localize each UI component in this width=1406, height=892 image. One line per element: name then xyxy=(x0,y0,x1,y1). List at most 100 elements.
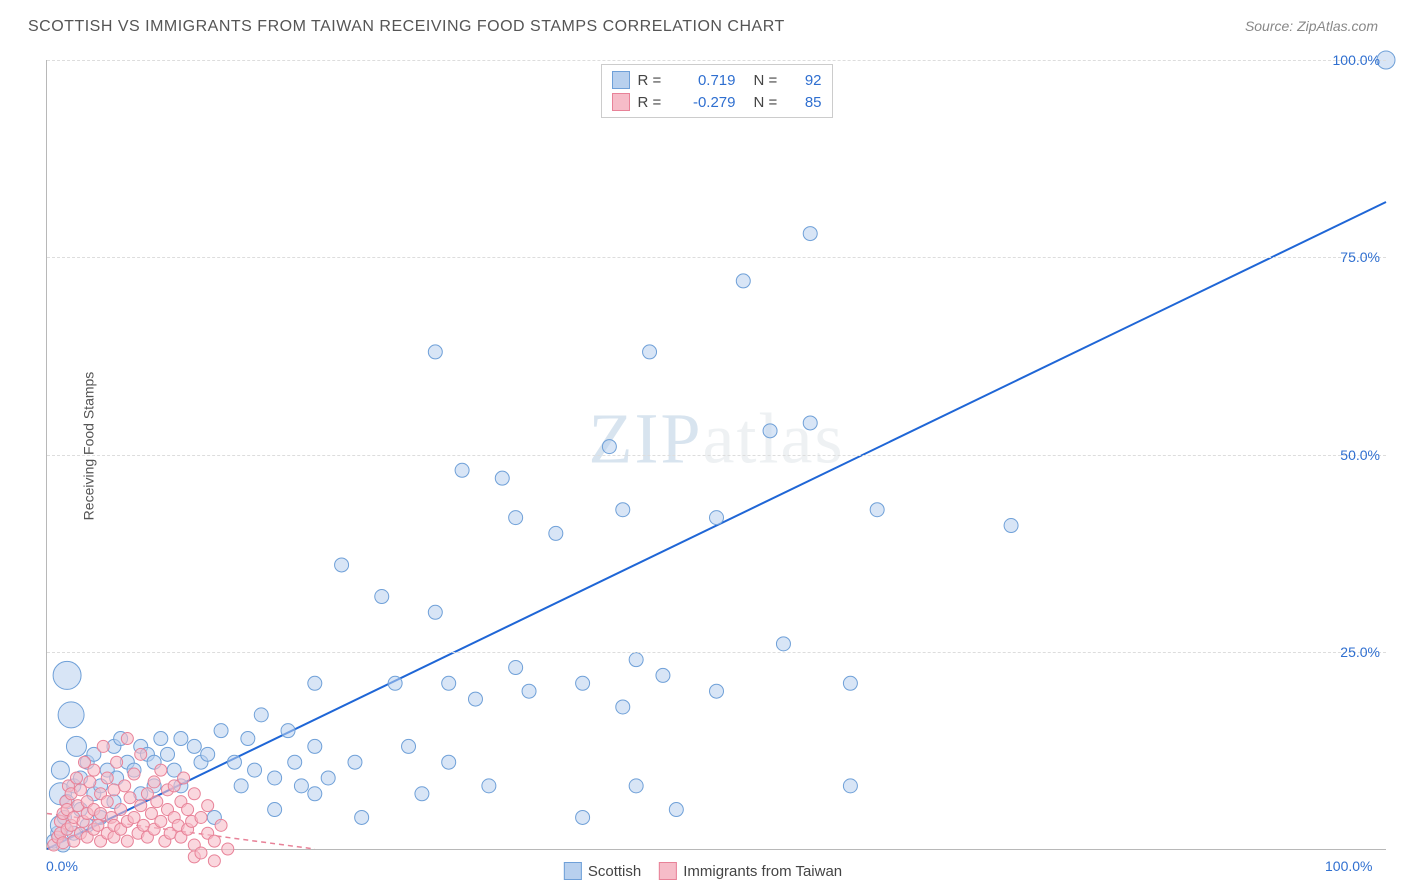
data-point xyxy=(195,847,207,859)
data-point xyxy=(215,819,227,831)
data-point xyxy=(522,684,536,698)
data-point xyxy=(442,755,456,769)
data-point xyxy=(308,787,322,801)
data-point xyxy=(248,763,262,777)
chart-area: ZIPatlas R =0.719N =92R =-0.279N =85 25.… xyxy=(46,60,1386,850)
data-point xyxy=(710,684,724,698)
data-point xyxy=(155,815,167,827)
legend-n-label: N = xyxy=(754,94,784,111)
data-point xyxy=(161,747,175,761)
data-point xyxy=(710,511,724,525)
data-point xyxy=(482,779,496,793)
data-point xyxy=(468,692,482,706)
data-point xyxy=(121,835,133,847)
data-point xyxy=(415,787,429,801)
data-point xyxy=(58,702,84,728)
data-point xyxy=(155,764,167,776)
data-point xyxy=(151,796,163,808)
gridline xyxy=(47,455,1386,456)
data-point xyxy=(201,747,215,761)
y-tick-label: 100.0% xyxy=(1333,52,1380,68)
legend-r-label: R = xyxy=(638,94,668,111)
data-point xyxy=(227,755,241,769)
data-point xyxy=(208,855,220,867)
data-point xyxy=(241,732,255,746)
data-point xyxy=(84,776,96,788)
correlation-legend: R =0.719N =92R =-0.279N =85 xyxy=(601,64,833,118)
data-point xyxy=(442,676,456,690)
legend-r-label: R = xyxy=(638,72,668,89)
data-point xyxy=(355,810,369,824)
data-point xyxy=(656,668,670,682)
y-tick-label: 25.0% xyxy=(1340,644,1380,660)
gridline xyxy=(47,60,1386,61)
data-point xyxy=(214,724,228,738)
data-point xyxy=(576,676,590,690)
data-point xyxy=(135,748,147,760)
data-point xyxy=(335,558,349,572)
data-point xyxy=(57,837,69,849)
data-point xyxy=(294,779,308,793)
legend-item: Immigrants from Taiwan xyxy=(659,862,842,880)
data-point xyxy=(178,772,190,784)
data-point xyxy=(115,804,127,816)
data-point xyxy=(66,736,86,756)
data-point xyxy=(288,755,302,769)
data-point xyxy=(402,739,416,753)
chart-title: SCOTTISH VS IMMIGRANTS FROM TAIWAN RECEI… xyxy=(28,18,785,36)
data-point xyxy=(616,700,630,714)
data-point xyxy=(843,779,857,793)
data-point xyxy=(321,771,335,785)
data-point xyxy=(509,661,523,675)
data-point xyxy=(174,732,188,746)
data-point xyxy=(428,345,442,359)
data-point xyxy=(208,835,220,847)
data-point xyxy=(187,739,201,753)
data-point xyxy=(121,733,133,745)
data-point xyxy=(1004,519,1018,533)
data-point xyxy=(576,810,590,824)
data-point xyxy=(154,732,168,746)
data-point xyxy=(375,590,389,604)
data-point xyxy=(308,676,322,690)
data-point xyxy=(53,661,81,689)
legend-label: Scottish xyxy=(588,863,641,880)
data-point xyxy=(509,511,523,525)
data-point xyxy=(643,345,657,359)
data-point xyxy=(222,843,234,855)
legend-r-value: 0.719 xyxy=(676,72,736,89)
header: SCOTTISH VS IMMIGRANTS FROM TAIWAN RECEI… xyxy=(0,0,1406,44)
legend-row: R =0.719N =92 xyxy=(612,69,822,91)
legend-swatch xyxy=(564,862,582,880)
gridline xyxy=(47,257,1386,258)
data-point xyxy=(124,792,136,804)
data-point xyxy=(629,653,643,667)
data-point xyxy=(182,804,194,816)
data-point xyxy=(119,780,131,792)
data-point xyxy=(268,803,282,817)
legend-r-value: -0.279 xyxy=(676,94,736,111)
data-point xyxy=(388,676,402,690)
data-point xyxy=(135,800,147,812)
data-point xyxy=(803,416,817,430)
data-point xyxy=(736,274,750,288)
data-point xyxy=(428,605,442,619)
data-point xyxy=(234,779,248,793)
gridline xyxy=(47,652,1386,653)
data-point xyxy=(101,772,113,784)
legend-item: Scottish xyxy=(564,862,641,880)
data-point xyxy=(97,740,109,752)
data-point xyxy=(803,227,817,241)
data-point xyxy=(111,756,123,768)
data-point xyxy=(281,724,295,738)
data-point xyxy=(137,819,149,831)
data-point xyxy=(195,811,207,823)
data-point xyxy=(843,676,857,690)
y-tick-label: 75.0% xyxy=(1340,249,1380,265)
data-point xyxy=(669,803,683,817)
data-point xyxy=(128,768,140,780)
data-point xyxy=(602,440,616,454)
data-point xyxy=(268,771,282,785)
legend-row: R =-0.279N =85 xyxy=(612,91,822,113)
data-point xyxy=(348,755,362,769)
